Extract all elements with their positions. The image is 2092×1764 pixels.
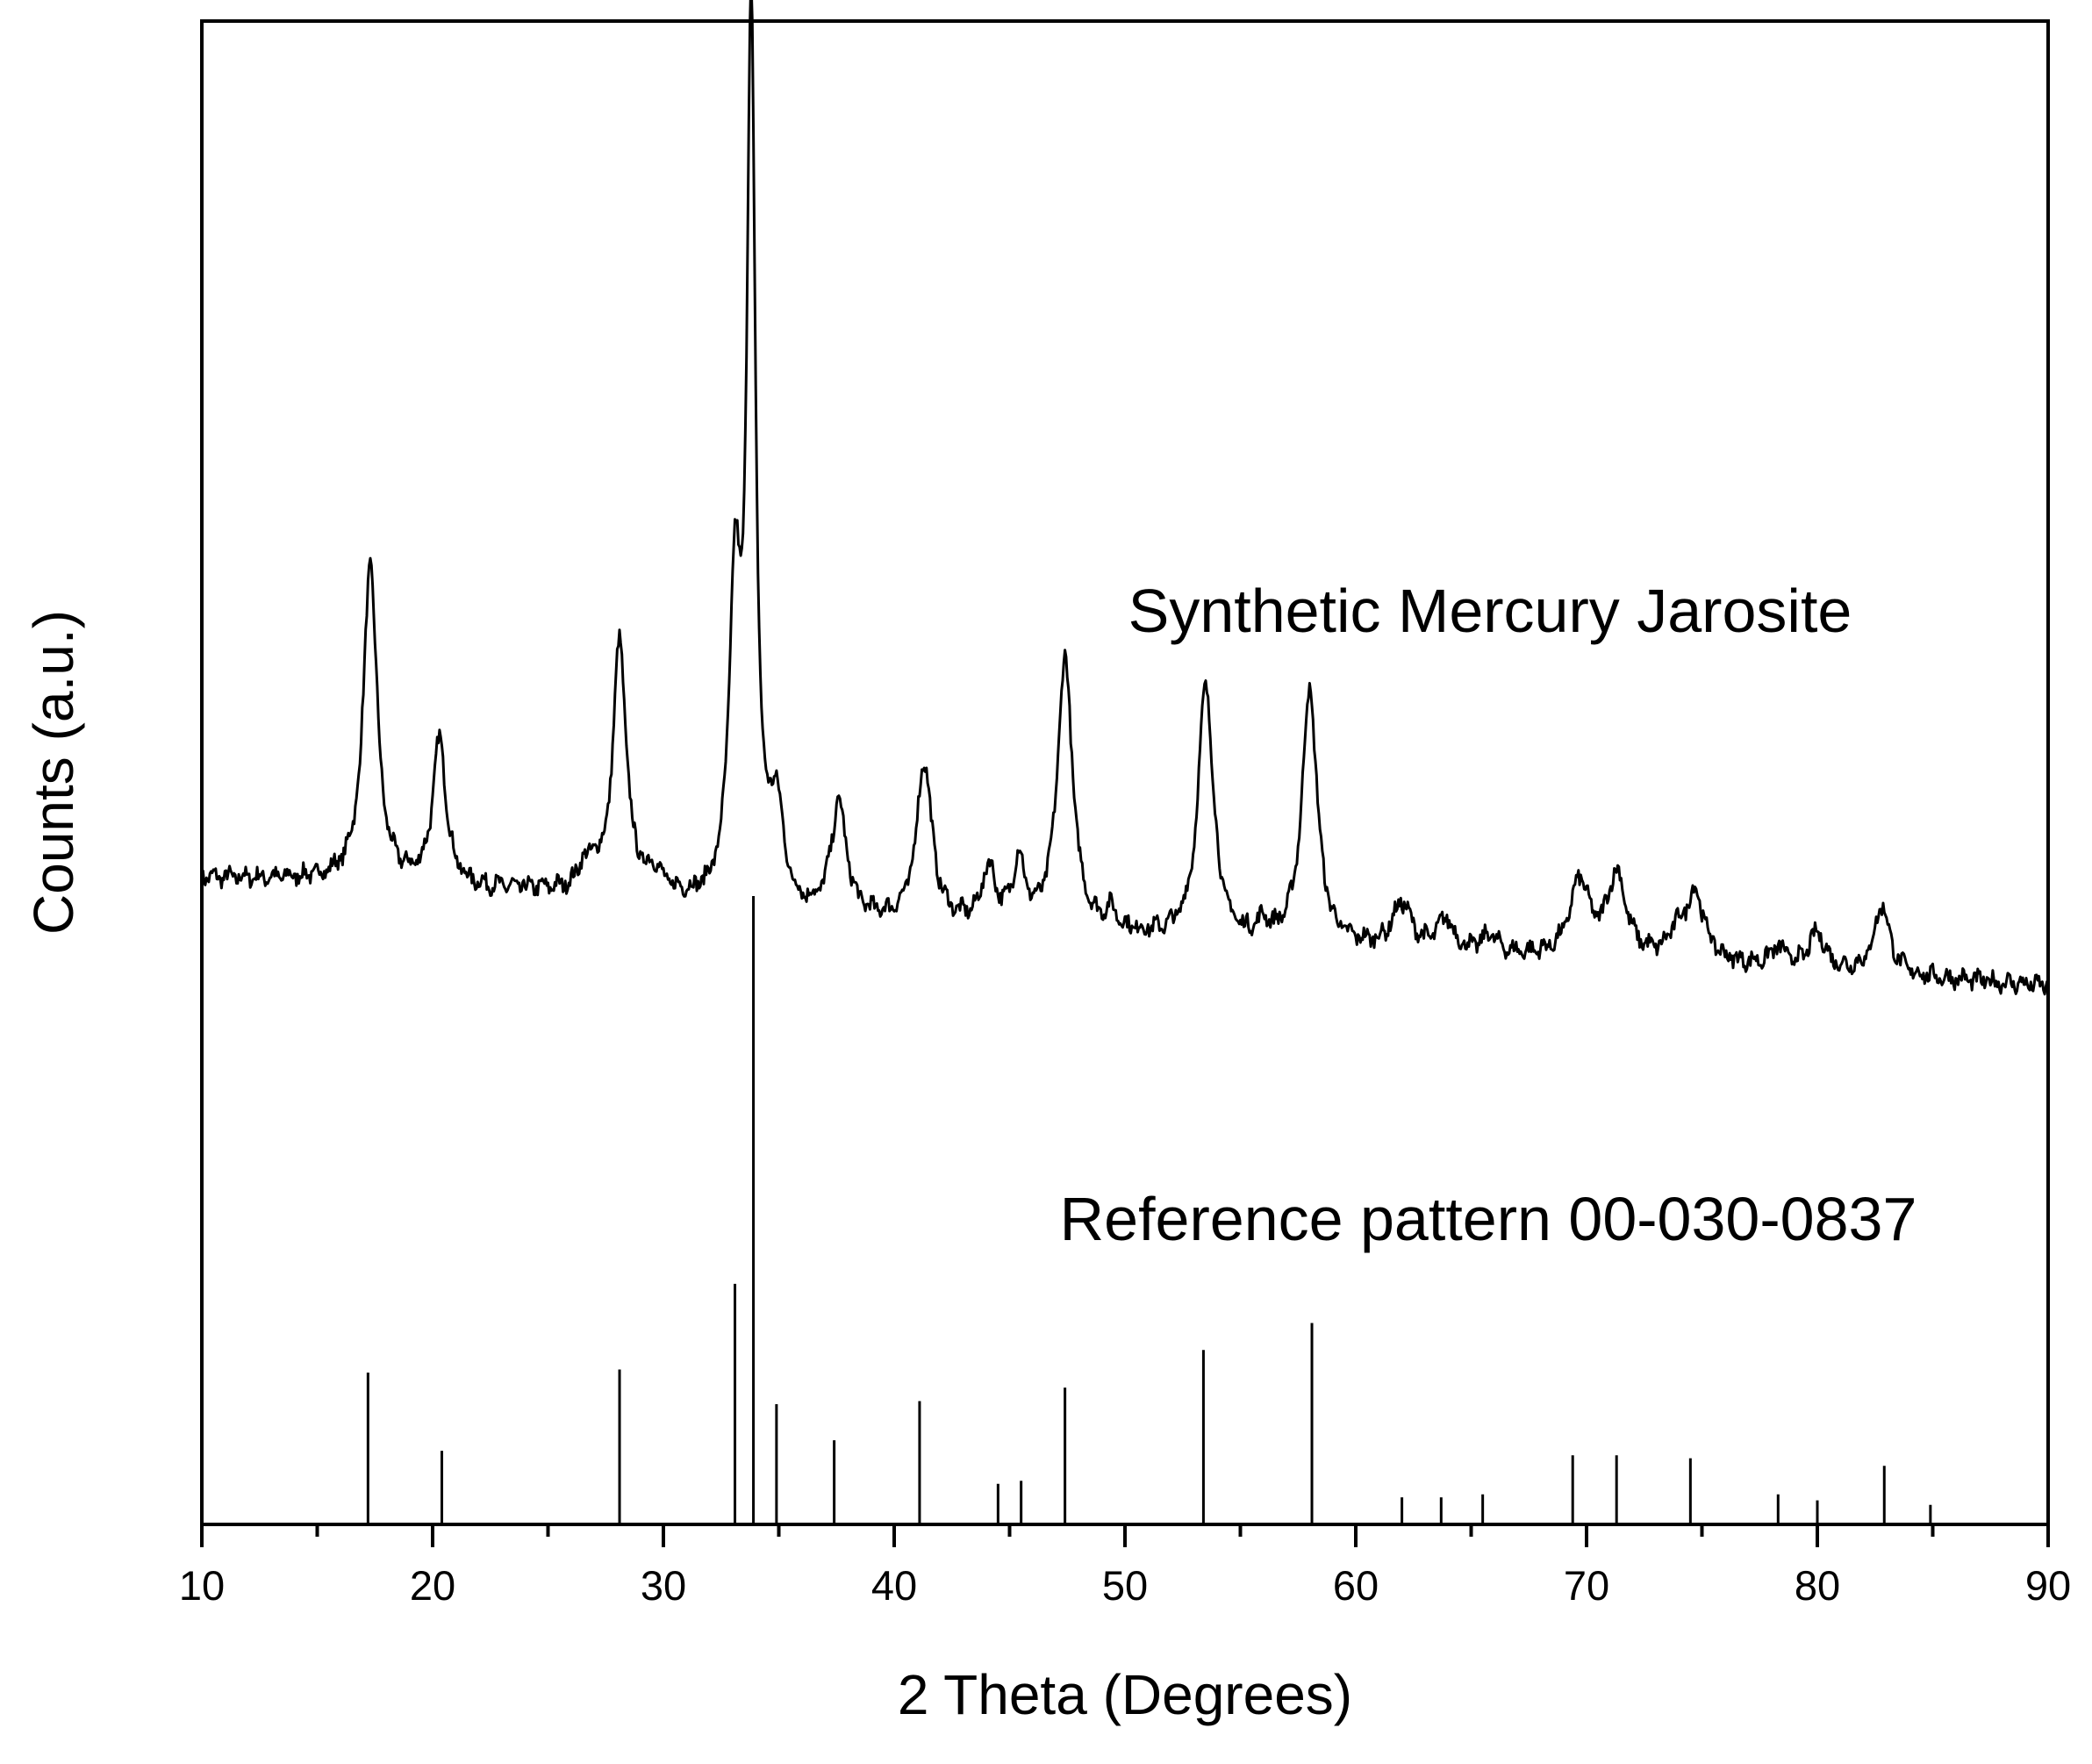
x-tick-label: 50: [1102, 1562, 1148, 1609]
series-label-sample: Synthetic Mercury Jarosite: [1128, 577, 1852, 645]
series-label-reference: Reference pattern 00-030-0837: [1060, 1185, 1917, 1253]
x-tick-label: 80: [1795, 1562, 1840, 1609]
sample-pattern-line: [200, 0, 2050, 996]
x-tick-label: 20: [410, 1562, 455, 1609]
x-tick-label: 90: [2025, 1562, 2071, 1609]
x-tick-label: 10: [179, 1562, 225, 1609]
plot-frame: [200, 19, 2050, 1526]
x-tick-label: 60: [1333, 1562, 1379, 1609]
x-tick-label: 70: [1564, 1562, 1609, 1609]
y-axis-title: Counts (a.u.): [22, 610, 85, 935]
x-tick-label: 40: [871, 1562, 917, 1609]
plot-area: [200, 0, 2050, 1524]
x-tick-label: 30: [641, 1562, 686, 1609]
x-axis: 10 20 30 40 50 60 70 80 90: [179, 1524, 2071, 1609]
x-axis-title: 2 Theta (Degrees): [898, 1663, 1352, 1726]
